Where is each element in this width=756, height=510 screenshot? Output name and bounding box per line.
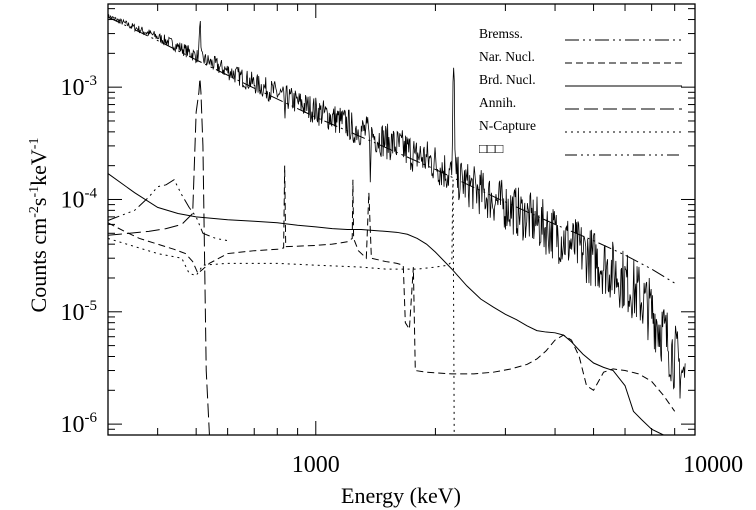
x-axis-title: Energy (keV) xyxy=(341,483,461,508)
plot-area xyxy=(107,3,696,436)
y-tick-label-1: 10-3 xyxy=(61,73,98,101)
axis-layer: 1000 10000 10-3 10-4 10-5 10-6 xyxy=(61,4,743,478)
x-tick-label-1: 1000 xyxy=(292,452,340,478)
series-line-5 xyxy=(107,179,455,436)
legend-label-6: □□□ xyxy=(479,141,503,156)
series-line-3 xyxy=(107,173,664,436)
legend-label-5: N-Capture xyxy=(479,118,536,133)
legend-label-4: Annih. xyxy=(479,95,516,110)
legend-label-1: Bremss. xyxy=(479,26,523,41)
observed-spectrum-line xyxy=(107,14,686,399)
legend-label-2: Nar. Nucl. xyxy=(479,49,535,64)
plot-frame xyxy=(107,3,696,436)
x-tick-label-2: 10000 xyxy=(683,452,743,478)
legend-label-3: Brd. Nucl. xyxy=(479,72,536,87)
series-line-6 xyxy=(107,178,228,242)
y-axis-title: Counts cm-2s-1keV-1 xyxy=(26,138,51,313)
y-tick-label-2: 10-4 xyxy=(61,185,98,213)
y-tick-label-4: 10-6 xyxy=(61,410,98,438)
series-line-2 xyxy=(107,165,676,412)
series-layer xyxy=(107,14,686,436)
legend: Bremss. Nar. Nucl. Brd. Nucl. Annih. N-Captu… xyxy=(479,26,682,156)
series-line-4 xyxy=(107,78,210,436)
series-line-1 xyxy=(107,16,675,284)
y-tick-label-3: 10-5 xyxy=(61,298,98,326)
